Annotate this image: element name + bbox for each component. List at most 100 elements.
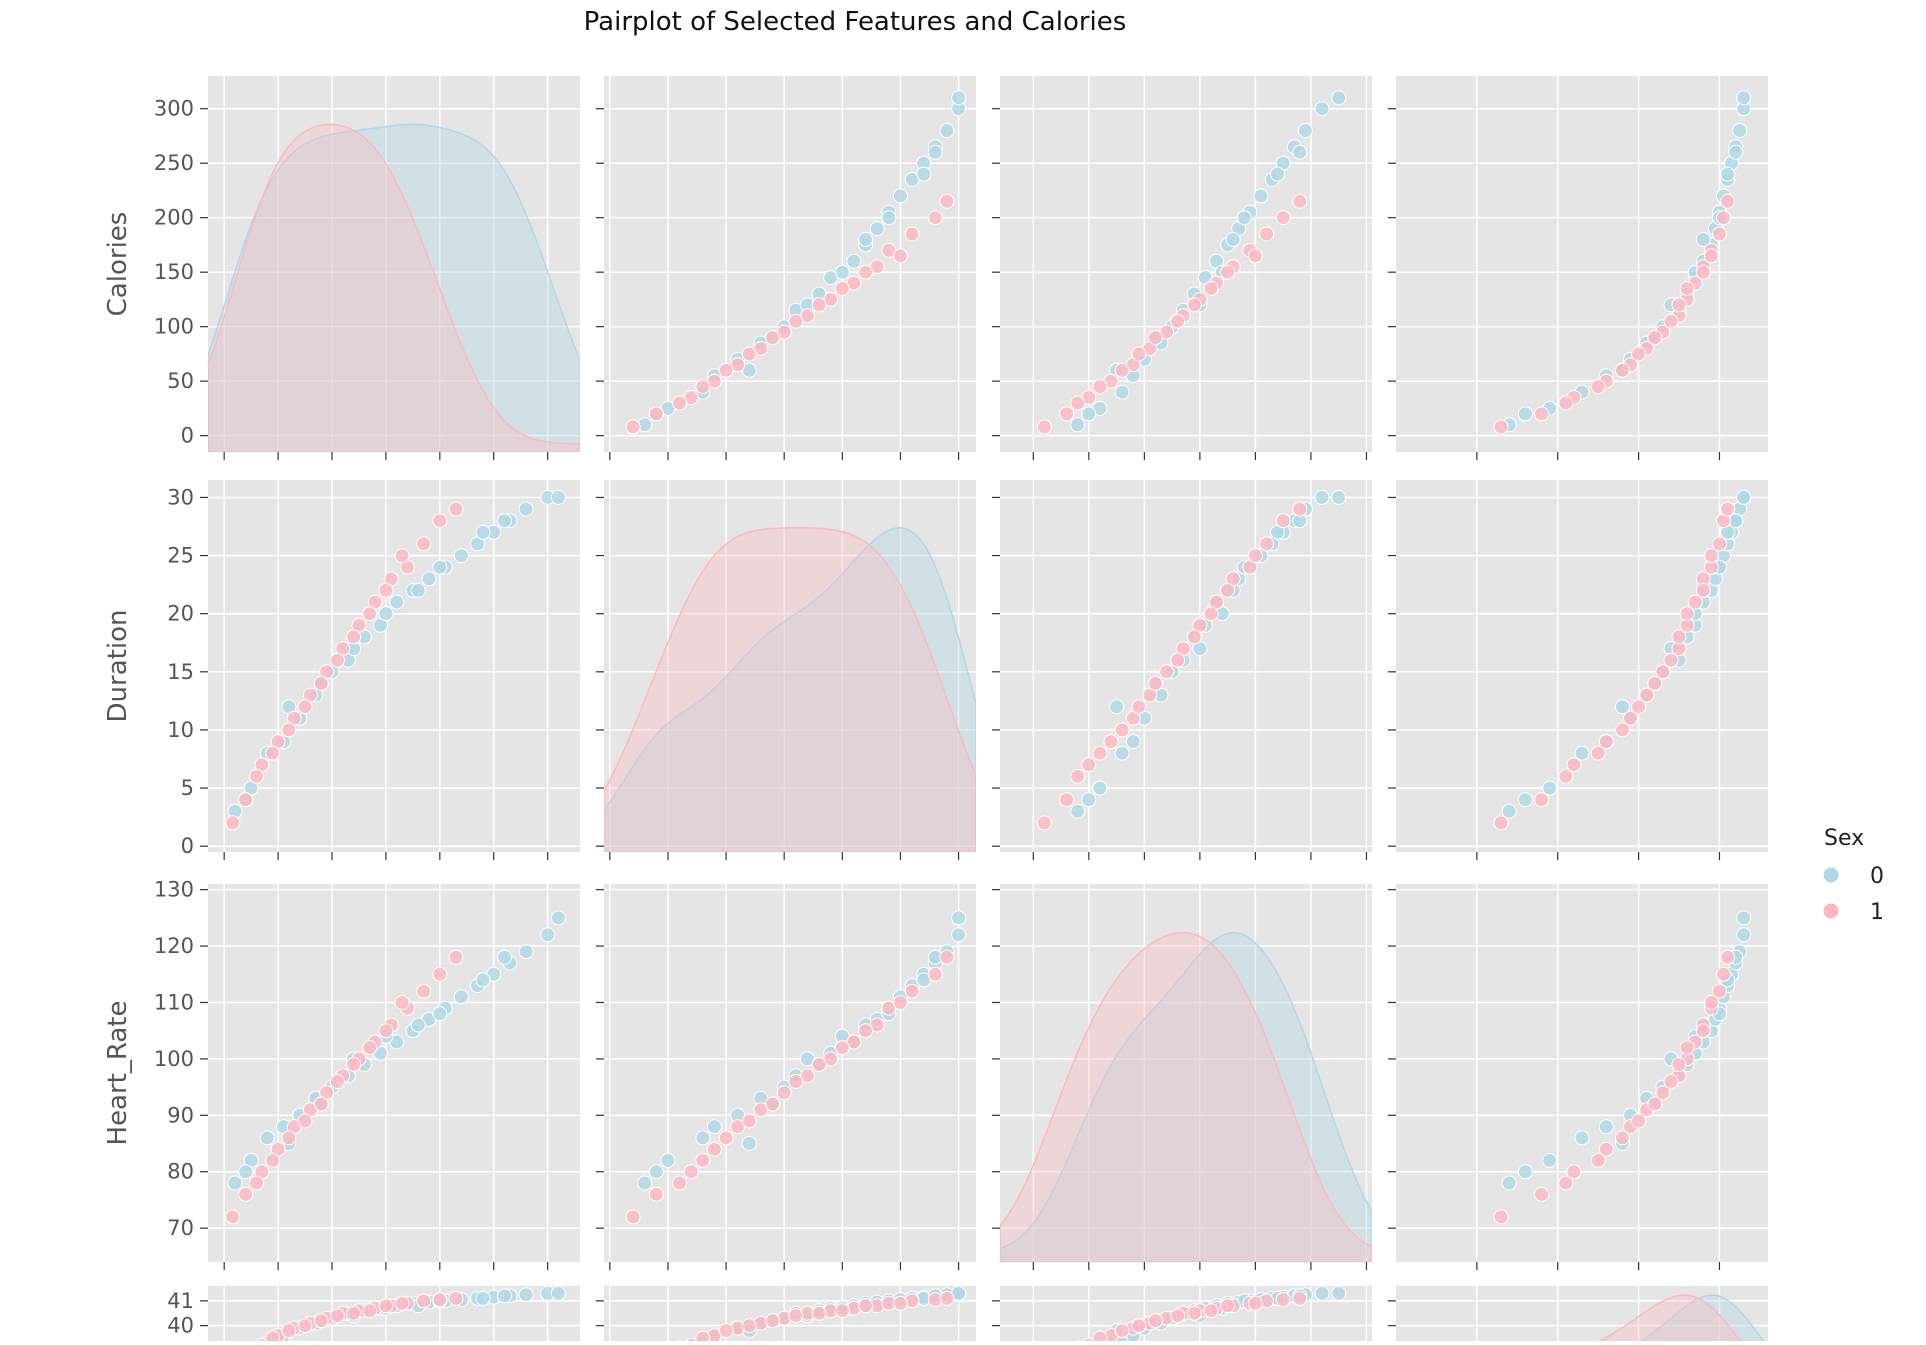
chart-title: Pairplot of Selected Features and Calori… — [584, 7, 1127, 37]
scatter-point-series-1 — [346, 1057, 362, 1072]
y-tick-label-Heart_Rate: 100 — [154, 1047, 194, 1071]
scatter-point-series-1 — [1720, 501, 1736, 517]
scatter-point-series-1 — [1720, 193, 1736, 209]
scatter-point-series-0 — [238, 1164, 254, 1180]
scatter-point-series-0 — [1081, 406, 1097, 422]
scatter-point-series-0 — [1331, 90, 1347, 106]
panel-Calories-vs-Duration — [596, 76, 976, 460]
scatter-point-series-1 — [1716, 210, 1731, 226]
scatter-point-series-0 — [1297, 123, 1313, 138]
scatter-point-series-0 — [1517, 792, 1533, 808]
scatter-point-series-1 — [1059, 792, 1075, 808]
panel-Duration-vs-Calories — [200, 480, 580, 860]
panel-Body_Temp-vs-Body_Temp — [1388, 1286, 1768, 1345]
scatter-point-series-1 — [416, 983, 432, 999]
scatter-point-series-0 — [951, 90, 967, 106]
scatter-point-series-0 — [869, 221, 885, 237]
scatter-point-series-1 — [811, 297, 827, 313]
scatter-point-series-1 — [297, 1318, 313, 1334]
scatter-point-series-1 — [1203, 281, 1219, 296]
scatter-point-series-1 — [1663, 313, 1679, 329]
scatter-point-series-1 — [313, 1096, 329, 1112]
scatter-point-series-1 — [1590, 379, 1606, 395]
scatter-point-series-1 — [432, 513, 448, 529]
y-tick-label-Duration: 15 — [167, 660, 194, 684]
scatter-point-series-0 — [410, 582, 426, 598]
panel-marks — [1000, 931, 1372, 1262]
scatter-point-series-0 — [259, 1130, 275, 1146]
scatter-point-series-1 — [448, 501, 464, 517]
scatter-point-series-1 — [1614, 1130, 1630, 1146]
scatter-point-series-1 — [672, 395, 688, 411]
scatter-point-series-1 — [1275, 513, 1291, 529]
scatter-point-series-1 — [1716, 966, 1731, 982]
scatter-point-series-1 — [1148, 675, 1163, 691]
scatter-point-series-1 — [1534, 792, 1550, 808]
y-tick-label-Body_Temp: 40 — [167, 1314, 194, 1338]
scatter-point-series-0 — [834, 264, 850, 280]
scatter-point-series-0 — [1225, 232, 1241, 247]
scatter-point-series-1 — [892, 995, 908, 1010]
scatter-point-series-0 — [1314, 101, 1330, 117]
scatter-point-series-0 — [1517, 1164, 1533, 1180]
scatter-point-series-1 — [1695, 1023, 1711, 1039]
scatter-point-series-1 — [1036, 419, 1052, 435]
density-series-1 — [208, 123, 580, 452]
scatter-point-series-1 — [1247, 1295, 1263, 1311]
panel-Heart_Rate-vs-Body_Temp — [1388, 884, 1768, 1270]
scatter-point-series-0 — [916, 166, 932, 182]
legend-label-1: 1 — [1870, 900, 1884, 925]
scatter-point-series-1 — [1292, 193, 1308, 209]
scatter-point-series-0 — [1114, 384, 1130, 400]
scatter-point-series-1 — [788, 313, 804, 329]
scatter-point-series-1 — [1275, 1292, 1291, 1308]
scatter-point-series-0 — [1253, 188, 1269, 204]
scatter-point-series-1 — [1131, 1318, 1147, 1334]
y-tick-label-Heart_Rate: 90 — [167, 1103, 194, 1127]
y-axis-label-Heart_Rate: Heart_Rate — [103, 1001, 133, 1146]
scatter-point-series-1 — [788, 1308, 804, 1324]
scatter-point-series-1 — [1679, 606, 1695, 622]
scatter-point-series-1 — [648, 406, 664, 422]
y-tick-label-Calories: 150 — [154, 260, 194, 284]
scatter-point-series-1 — [1148, 1313, 1163, 1329]
y-tick-label-Calories: 0 — [181, 424, 194, 448]
scatter-point-series-0 — [1114, 745, 1130, 761]
scatter-point-series-1 — [416, 536, 432, 552]
scatter-point-series-1 — [1170, 652, 1186, 668]
scatter-point-series-1 — [1493, 815, 1509, 831]
scatter-point-series-0 — [695, 1130, 711, 1146]
panel-marks — [625, 910, 967, 1225]
scatter-point-series-0 — [432, 1006, 448, 1022]
scatter-point-series-0 — [1092, 780, 1108, 796]
panel-Calories-vs-Calories — [200, 76, 580, 460]
scatter-point-series-0 — [432, 559, 448, 575]
scatter-point-series-1 — [1558, 768, 1574, 784]
panel-marks — [604, 527, 976, 852]
panel-Calories-vs-Heart_Rate — [992, 76, 1372, 460]
panel-Heart_Rate-vs-Duration — [596, 884, 976, 1270]
density-series-0 — [208, 123, 580, 452]
y-tick-label-Duration: 25 — [167, 544, 194, 568]
pairplot-panels: 0 50 100 150 200 250 300 Calories 0 5 10 15 20 25 30 Du… — [103, 76, 1768, 1345]
scatter-point-series-0 — [475, 972, 491, 988]
panel-background — [208, 76, 580, 452]
panel-marks — [1070, 1286, 1347, 1345]
scatter-point-series-1 — [1631, 346, 1647, 362]
scatter-point-series-1 — [811, 1057, 827, 1072]
scatter-point-series-1 — [1566, 757, 1582, 773]
y-axis-label-Calories: Calories — [103, 212, 133, 317]
scatter-point-series-1 — [1534, 1186, 1550, 1202]
scatter-point-series-1 — [281, 1323, 297, 1339]
scatter-point-series-1 — [1671, 629, 1687, 645]
scatter-point-series-0 — [475, 524, 491, 540]
scatter-point-series-1 — [1695, 264, 1711, 280]
scatter-point-series-0 — [540, 927, 556, 943]
scatter-point-series-1 — [1590, 1152, 1606, 1168]
panel-marks — [1493, 489, 1752, 831]
scatter-point-series-1 — [1070, 395, 1086, 411]
scatter-point-series-1 — [1663, 652, 1679, 668]
scatter-point-series-0 — [1732, 123, 1748, 138]
scatter-point-series-1 — [892, 1295, 908, 1311]
